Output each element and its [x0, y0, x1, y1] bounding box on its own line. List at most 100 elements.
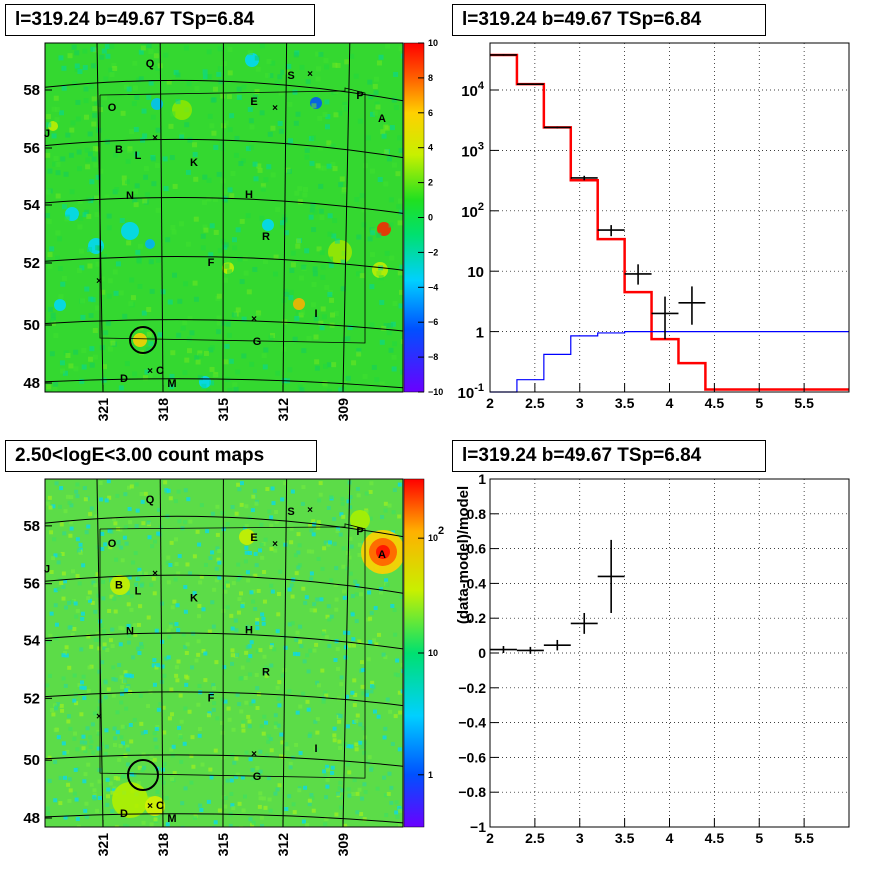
y-tick-label: 50 — [23, 317, 40, 334]
count-pixel — [162, 673, 167, 678]
count-pixel — [285, 746, 290, 751]
count-pixel — [51, 712, 56, 717]
map-pixel — [297, 186, 303, 192]
count-pixel — [220, 730, 225, 735]
source-label-g: G — [253, 771, 262, 783]
count-pixel — [92, 788, 97, 793]
map-pixel — [46, 259, 52, 265]
count-source-blob — [350, 510, 370, 530]
map-pixel — [193, 176, 199, 182]
count-pixel — [126, 485, 131, 490]
map-pixel — [369, 168, 375, 174]
count-pixel — [337, 714, 342, 719]
count-pixel — [216, 557, 221, 562]
count-pixel — [182, 741, 187, 746]
count-pixel — [236, 610, 241, 615]
map-pixel — [203, 350, 209, 356]
count-pixel — [147, 535, 152, 540]
count-pixel — [325, 764, 330, 769]
count-pixel — [67, 600, 72, 605]
count-pixel — [379, 587, 384, 592]
count-pixel — [340, 788, 345, 793]
map-pixel — [392, 301, 398, 307]
colorbar-tick-label: 8 — [428, 73, 433, 83]
map-pixel — [287, 367, 293, 373]
map-pixel — [183, 281, 189, 287]
count-pixel — [68, 520, 73, 525]
map-pixel — [82, 65, 88, 71]
map-pixel — [141, 108, 147, 114]
count-pixel — [239, 502, 244, 507]
count-pixel — [75, 537, 80, 542]
count-pixel — [279, 754, 284, 759]
map-pixel — [92, 328, 98, 334]
map-pixel — [227, 127, 233, 133]
count-pixel — [123, 492, 128, 497]
count-pixel — [398, 710, 403, 715]
count-pixel — [83, 808, 88, 813]
map-pixel — [80, 298, 86, 304]
count-pixel — [258, 749, 263, 754]
map-pixel — [73, 366, 79, 372]
source-label-c: C — [156, 365, 164, 377]
count-pixel — [249, 590, 254, 595]
count-pixel — [190, 665, 195, 670]
colorbar-tick-label: −4 — [428, 282, 438, 292]
x-tick-label: 312 — [275, 833, 291, 857]
latitude-gridline — [45, 138, 403, 159]
count-pixel — [169, 747, 174, 752]
map-pixel — [138, 49, 144, 55]
count-pixel — [56, 560, 61, 565]
map-pixel — [70, 120, 76, 126]
count-pixel — [197, 604, 202, 609]
count-pixel — [301, 586, 306, 591]
map-pixel-cluster — [262, 219, 274, 231]
count-pixel — [155, 789, 160, 794]
map-pixel — [339, 176, 345, 182]
count-pixel — [258, 548, 263, 553]
map-pixel — [126, 240, 132, 246]
count-pixel — [269, 546, 274, 551]
count-pixel — [234, 511, 239, 516]
map-pixel — [138, 76, 144, 82]
count-pixel — [125, 744, 130, 749]
count-pixel — [139, 721, 144, 726]
map-pixel — [92, 106, 98, 112]
y-tick-label: 10 — [467, 264, 484, 281]
count-pixel — [108, 545, 113, 550]
count-pixel — [80, 616, 85, 621]
map-pixel — [94, 195, 100, 201]
map-pixel — [372, 83, 378, 89]
count-pixel — [82, 486, 87, 491]
count-pixel — [174, 622, 179, 627]
count-pixel — [63, 815, 68, 820]
map-pixel — [82, 212, 88, 218]
count-pixel — [189, 753, 194, 758]
map-pixel — [57, 236, 63, 242]
map-pixel — [85, 157, 91, 163]
map-pixel — [281, 214, 287, 220]
count-pixel — [268, 808, 273, 813]
map-pixel — [136, 259, 142, 265]
x-tick-label: 309 — [335, 398, 351, 422]
latitude-gridline — [45, 515, 403, 538]
count-pixel — [325, 777, 330, 782]
map-pixel — [142, 375, 148, 381]
y-tick-label: 50 — [23, 752, 40, 769]
map-pixel — [367, 236, 373, 242]
map-pixel — [322, 111, 328, 117]
count-pixel — [287, 587, 292, 592]
count-pixel — [92, 796, 97, 801]
count-pixel — [357, 639, 362, 644]
count-pixel — [262, 654, 267, 659]
count-pixel — [250, 768, 255, 773]
map-pixel — [311, 227, 317, 233]
exposure-outline — [99, 87, 366, 344]
count-pixel — [377, 632, 382, 637]
map-pixel — [91, 156, 97, 162]
map-pixel — [49, 246, 55, 252]
count-pixel — [163, 480, 168, 485]
map-pixel — [395, 171, 401, 177]
map-pixel — [326, 140, 332, 146]
map-pixel — [104, 139, 110, 145]
